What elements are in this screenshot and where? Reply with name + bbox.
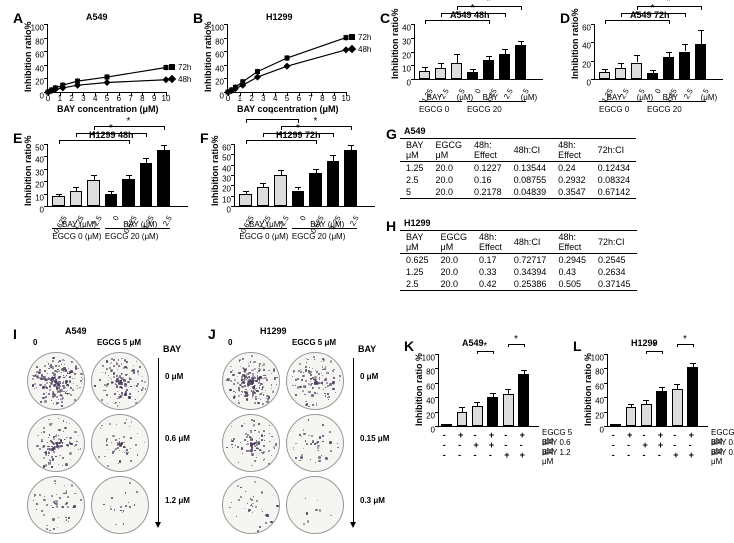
colony-well xyxy=(222,476,280,534)
colony-well xyxy=(91,414,149,472)
colony-well xyxy=(91,352,149,410)
panel-C: C0102030401.252.5501.252.55BAYEGCG 0(μM)… xyxy=(380,10,563,125)
bar xyxy=(274,175,286,206)
colony-well xyxy=(222,414,280,472)
bar-chart: 010203040500.6251.252.500.6251.252.5BAY … xyxy=(47,144,188,207)
line-chart: 020406080100012345678910 xyxy=(47,24,166,93)
panel-B: B 020406080100012345678910 H1299 Inhibition… xyxy=(193,10,371,118)
bar xyxy=(327,161,339,206)
bar-chart: 01020304050600.6251.252.500.6251.252.5BA… xyxy=(234,144,375,207)
legend-item: 72h xyxy=(169,63,191,72)
bar xyxy=(157,150,169,206)
bar xyxy=(435,68,446,79)
x-axis-label: BAY concentration (μM) xyxy=(57,104,159,114)
panel-A: A 020406080100012345678910 A549 Inhibition … xyxy=(13,10,191,118)
bar xyxy=(140,163,152,206)
panel-J: JH12990EGCG 5 μMBAY0 μM0.15 μM0.3 μM xyxy=(208,326,408,536)
y-axis-label: Inhibition ratio% xyxy=(23,22,33,93)
bar xyxy=(292,191,304,207)
legend-item: 48h xyxy=(349,45,371,54)
data-table: BAY μMEGCG μM48h: Effect48h:CI48h: Effec… xyxy=(400,230,637,291)
bar-chart: 0102030401.252.5501.252.55BAYEGCG 0(μM)B… xyxy=(414,24,543,80)
colony-well xyxy=(286,414,344,472)
line-chart: 020406080100012345678910 xyxy=(227,24,346,93)
panel-F: F01020304050600.6251.252.500.6251.252.5B… xyxy=(200,130,395,252)
panel-D: D02040601.252.5501.252.55BAYEGCG 0(μM)BA… xyxy=(560,10,734,125)
y-axis-label: Inhibition ratio% xyxy=(203,22,213,93)
legend-item: 72h xyxy=(349,33,371,42)
bar xyxy=(615,68,626,79)
bar xyxy=(257,187,269,206)
data-table: BAY μMEGCG μM48h: Effect48h:CI48h: Effec… xyxy=(400,138,636,199)
bar xyxy=(663,57,674,79)
panel-L: LH1299020406080100**Inhibition ratio %-+… xyxy=(573,338,734,538)
bar xyxy=(599,72,610,79)
bar-chart: 020406080100** xyxy=(438,354,539,427)
panel-I: IA5490EGCG 5 μMBAY0 μM0.6 μM1.2 μM xyxy=(13,326,213,536)
colony-well xyxy=(27,476,85,534)
bar xyxy=(679,52,690,80)
colony-well xyxy=(91,476,149,534)
colony-well xyxy=(27,352,85,410)
bar xyxy=(87,180,99,206)
bar xyxy=(52,196,64,206)
panel-E: E010203040500.6251.252.500.6251.252.5BAY… xyxy=(13,130,208,252)
chart-title: A549 xyxy=(86,12,108,22)
colony-well xyxy=(286,476,344,534)
bar xyxy=(309,173,321,206)
bar xyxy=(631,63,642,80)
bar xyxy=(483,60,494,79)
bar xyxy=(105,194,117,206)
panel-K: KA549020406080100**Inhibition ratio %-+-… xyxy=(404,338,584,538)
bar xyxy=(451,63,462,80)
bar xyxy=(647,73,658,79)
colony-well xyxy=(286,352,344,410)
bar-chart: 020406080100** xyxy=(607,354,708,427)
bar xyxy=(70,191,82,206)
bar xyxy=(499,54,510,79)
bar-chart: 02040601.252.5501.252.55BAYEGCG 0(μM)BAY… xyxy=(594,24,723,80)
x-axis-label: BAY concentration (μM) xyxy=(237,104,339,114)
bar xyxy=(344,150,356,206)
bar xyxy=(467,72,478,79)
bar xyxy=(122,179,134,206)
legend-item: 48h xyxy=(169,75,191,84)
panel-label: A xyxy=(13,10,23,26)
bar xyxy=(695,44,706,79)
colony-well xyxy=(27,414,85,472)
bar xyxy=(515,45,526,79)
bar xyxy=(419,71,430,79)
chart-title: H1299 xyxy=(266,12,293,22)
bar xyxy=(239,194,251,206)
colony-well xyxy=(222,352,280,410)
panel-label: B xyxy=(193,10,203,26)
figure-root: A 020406080100012345678910 A549 Inhibition … xyxy=(8,8,726,535)
